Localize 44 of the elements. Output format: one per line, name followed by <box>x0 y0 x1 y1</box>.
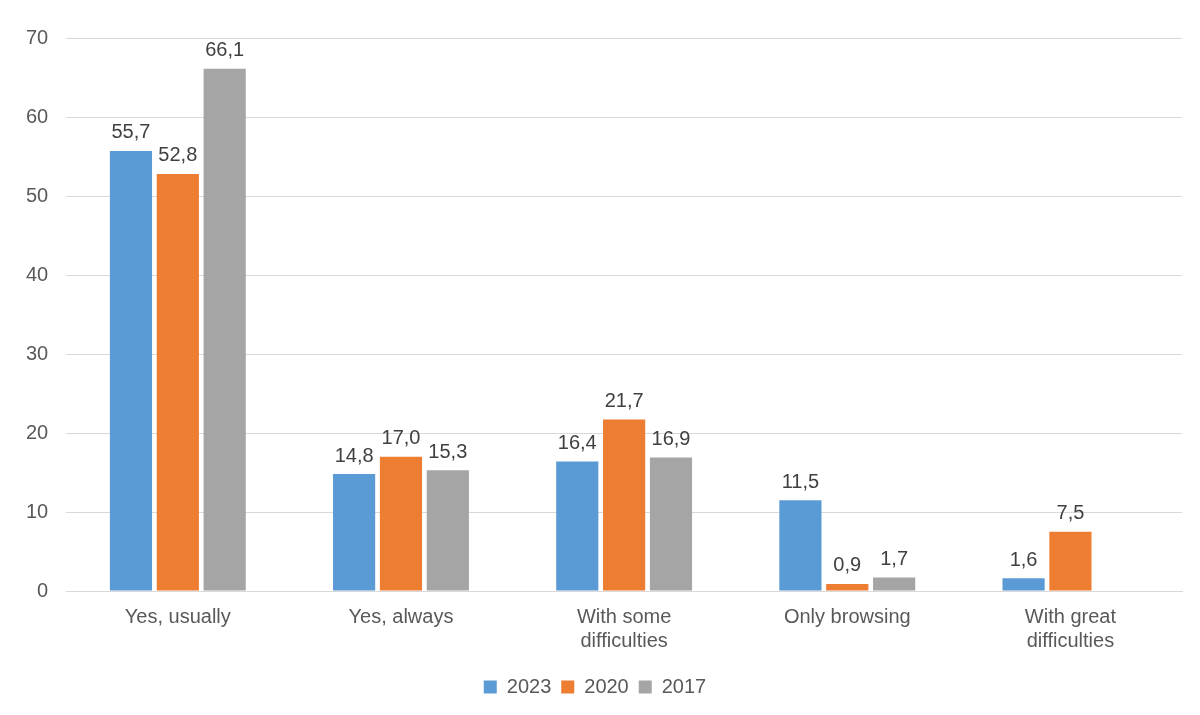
y-tick-label: 40 <box>26 262 49 285</box>
bar <box>1049 531 1092 591</box>
x-tick-label: Yes, always <box>348 604 454 627</box>
data-label: 52,8 <box>158 143 198 166</box>
bar <box>333 474 376 591</box>
x-tick-label: Only browsing <box>783 604 911 627</box>
bar <box>426 470 469 591</box>
bar <box>109 150 153 591</box>
data-label: 66,1 <box>205 38 245 61</box>
y-tick-label: 50 <box>26 183 49 206</box>
legend-label: 2023 <box>506 674 552 697</box>
bar <box>779 500 822 591</box>
data-label: 0,9 <box>833 553 862 576</box>
y-tick-label: 30 <box>26 341 49 364</box>
bar <box>826 583 869 591</box>
bar <box>203 68 246 591</box>
data-label: 16,9 <box>651 427 691 450</box>
data-label: 17,0 <box>381 426 421 449</box>
data-label: 1,7 <box>880 547 909 570</box>
bar <box>1002 578 1045 591</box>
x-tick-label: With some difficulties <box>576 604 672 651</box>
legend-label: 2020 <box>584 674 629 697</box>
bar <box>603 419 646 591</box>
y-tick-label: 60 <box>26 104 49 127</box>
bar <box>556 461 599 591</box>
data-label: 11,5 <box>781 469 820 492</box>
x-tick-label: With great difficulties <box>1024 604 1117 651</box>
data-label: 55,7 <box>111 120 151 143</box>
data-label: 14,8 <box>334 443 374 466</box>
data-label: 16,4 <box>557 430 597 453</box>
bar <box>156 173 199 591</box>
y-tick-label: 20 <box>26 420 49 443</box>
data-label: 21,7 <box>604 389 644 412</box>
y-tick-label: 10 <box>26 499 49 522</box>
bar <box>649 457 693 591</box>
data-label: 15,3 <box>428 439 468 462</box>
legend-label: 2017 <box>661 674 707 697</box>
data-label: 1,6 <box>1009 547 1038 570</box>
x-tick-label: Yes, usually <box>124 604 231 627</box>
y-tick-label: 0 <box>37 578 49 601</box>
bar <box>379 456 423 591</box>
y-tick-label: 70 <box>26 25 49 48</box>
bar <box>873 577 916 591</box>
data-label: 7,5 <box>1056 501 1085 524</box>
